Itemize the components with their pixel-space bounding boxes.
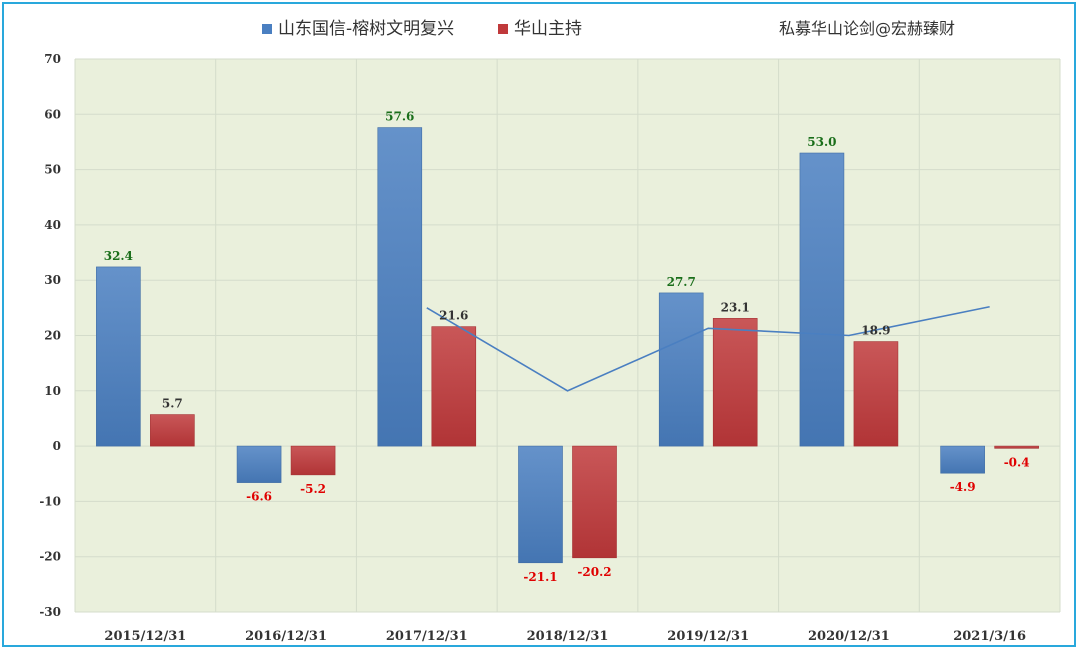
bar-series1 xyxy=(799,152,845,447)
data-label: 57.6 xyxy=(385,110,414,124)
chart-svg: 70 60 50 40 30 20 10 0 -10 -20 -30 2015/12/31 2016/… xyxy=(39,19,1061,644)
legend-swatch xyxy=(262,24,272,34)
x-tick-label: 2017/12/31 xyxy=(386,629,468,644)
y-tick-label: -20 xyxy=(39,550,61,564)
data-label: 21.6 xyxy=(439,309,468,323)
bar-series2 xyxy=(994,445,1039,449)
bar-series2 xyxy=(712,318,758,447)
y-tick-label: -10 xyxy=(39,494,61,508)
y-tick-label: 10 xyxy=(44,384,61,398)
bar-series1 xyxy=(236,445,282,483)
bars xyxy=(96,127,1039,564)
y-tick-label: 40 xyxy=(44,218,61,232)
data-label: 18.9 xyxy=(861,324,890,338)
bar-series2 xyxy=(290,445,336,476)
legend-label: 山东国信-榕树文明复兴 xyxy=(278,19,454,39)
y-tick-label: 70 xyxy=(44,52,61,66)
data-label: -6.6 xyxy=(246,490,272,504)
bar-series1 xyxy=(518,445,563,564)
bar-series1 xyxy=(940,445,985,474)
bar-series2 xyxy=(572,445,617,559)
x-tick-label: 2020/12/31 xyxy=(808,629,890,644)
y-tick-label: 0 xyxy=(53,439,61,453)
data-label: -0.4 xyxy=(1004,455,1030,469)
data-label: 23.1 xyxy=(721,300,750,314)
x-tick-label: 2015/12/31 xyxy=(104,629,186,644)
y-tick-label: 50 xyxy=(44,163,61,177)
x-tick-label: 2019/12/31 xyxy=(667,629,749,644)
legend: 山东国信-榕树文明复兴 华山主持 xyxy=(262,19,582,39)
trend-polyline xyxy=(426,305,990,392)
legend-label: 华山主持 xyxy=(514,19,582,39)
data-label: -4.9 xyxy=(950,480,976,494)
data-label: -21.1 xyxy=(523,570,557,584)
data-label: 32.4 xyxy=(104,249,133,263)
bar-series2 xyxy=(431,326,477,447)
watermark-text: 私募华山论剑@宏赫臻财 xyxy=(779,19,955,38)
y-tick-label: -30 xyxy=(39,605,61,619)
trend-line xyxy=(426,305,990,392)
x-tick-label: 2018/12/31 xyxy=(527,629,609,644)
data-label: 53.0 xyxy=(807,135,836,149)
bar-series1 xyxy=(96,266,141,447)
x-tick-label: 2016/12/31 xyxy=(245,629,327,644)
bar-series1 xyxy=(658,292,704,447)
y-tick-label: 20 xyxy=(44,329,61,343)
legend-swatch xyxy=(498,24,508,34)
data-label: 5.7 xyxy=(162,397,183,411)
y-tick-label: 30 xyxy=(44,273,61,287)
y-tick-label: 60 xyxy=(44,107,61,121)
data-label: -5.2 xyxy=(300,482,326,496)
data-label: 27.7 xyxy=(667,275,696,289)
x-tick-label: 2021/3/16 xyxy=(953,629,1026,644)
bar-series1 xyxy=(377,127,423,447)
data-labels: 32.4 -6.6 57.6 -21.1 27.7 53.0 -4.9 5.7 -5.2 21.6… xyxy=(104,110,1030,584)
data-label: -20.2 xyxy=(577,565,611,579)
y-axis: 70 60 50 40 30 20 10 0 -10 -20 -30 xyxy=(39,52,61,619)
bar-series2 xyxy=(853,341,899,447)
bar-series2 xyxy=(150,414,195,447)
x-axis: 2015/12/31 2016/12/31 2017/12/31 2018/12/31… xyxy=(104,629,1026,644)
